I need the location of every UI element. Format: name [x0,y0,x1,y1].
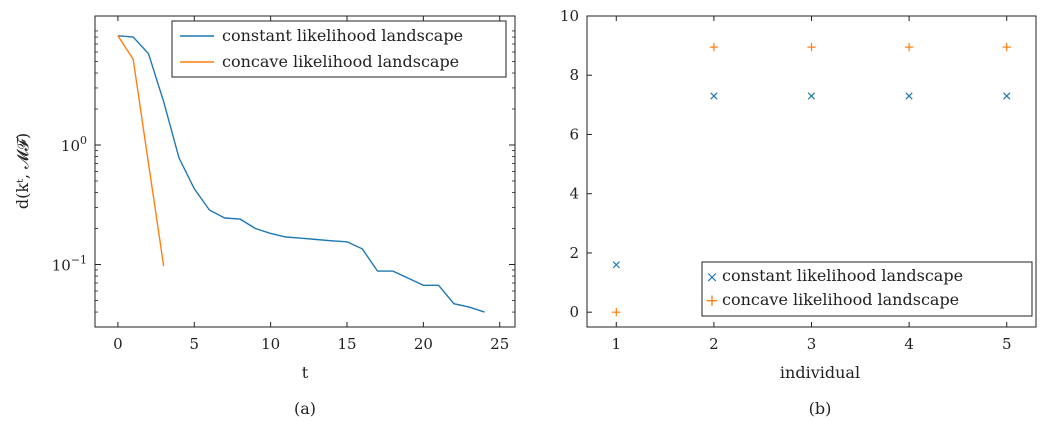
panel-b-point-concave [807,42,816,52]
panel-b-x-tick-label: 4 [904,335,914,353]
panel-a-y-tick-label: 100 [61,134,87,155]
panel-b-point-concave [612,307,621,317]
panel-b-y-tick-label: 6 [569,125,579,143]
panel-b-x-tick-label: 2 [709,335,719,353]
panel-a-series-concave-line [117,35,165,267]
panel-a-legend: constant likelihood landscape concave li… [171,20,507,78]
panel-b-legend-label-constant: constant likelihood landscape [722,266,963,285]
panel-a-legend-label-constant: constant likelihood landscape [222,26,463,45]
panel-a-x-tick-label: 5 [189,335,199,353]
panel-b-point-concave [904,42,914,52]
panel-a-x-tick-label: 20 [414,335,433,353]
panel-a-series [117,35,485,313]
panel-b-x-tick-label: 3 [807,335,817,353]
panel-b-x-tick-label: 5 [1002,335,1012,353]
panel-b-point-constant [1003,92,1011,100]
panel-b-point-constant [612,261,620,269]
panel-b-y-tick-label: 0 [569,303,579,321]
panel-a-x-tick-label: 0 [113,335,123,353]
panel-a-ticks: 0 5 10 15 20 25 100 10−1 [52,16,515,353]
panel-b-legend-label-concave: concave likelihood landscape [722,290,959,309]
panel-b-point-constant [807,92,816,100]
panel-a-caption: (a) [294,399,316,418]
panel-b-y-tick-label: 8 [569,66,579,84]
panel-a-line-chart: 0 5 10 15 20 25 100 10−1 t d(kᵗ, 𝓜𝓕) constant l… [13,15,516,418]
panel-b-y-tick-label: 2 [569,244,579,262]
panel-a-y-tick-label: 10−1 [52,254,87,275]
panel-b-y-tick-label: 4 [569,185,579,203]
panel-b-point-concave [1002,42,1011,52]
panel-b-caption: (b) [809,399,832,418]
panel-a-legend-label-concave: concave likelihood landscape [222,52,459,71]
panel-b-legend-marker-concave: + [705,291,719,311]
panel-b-point-constant [905,92,913,100]
panel-b-scatter-chart: 1 2 3 4 5 0 2 4 6 8 10 individual × constant likel… [560,7,1037,418]
panel-b-point-concave [709,42,719,52]
panel-b-ticks: 1 2 3 4 5 0 2 4 6 8 10 [560,7,1012,353]
panel-a-x-axis-label: t [302,363,309,382]
panel-b-point-constant [710,92,718,100]
panel-a-x-tick-label: 10 [261,335,280,353]
panel-b-y-tick-label: 10 [560,7,579,25]
panel-b-legend-box [701,261,1033,317]
panel-a-x-tick-label: 15 [337,335,356,353]
panel-b-x-tick-label: 1 [612,335,622,353]
panel-b-series [612,42,1011,317]
panel-a-legend-box [171,20,507,78]
panel-a-y-axis-label: d(kᵗ, 𝓜𝓕) [13,133,32,209]
panel-a-x-tick-label: 25 [490,335,509,353]
panel-b-legend: × constant likelihood landscape + concav… [701,261,1033,317]
panel-a-series-constant-line [117,35,485,313]
panel-b-legend-marker-constant: × [706,268,719,286]
panel-b-x-axis-label: individual [780,363,860,382]
